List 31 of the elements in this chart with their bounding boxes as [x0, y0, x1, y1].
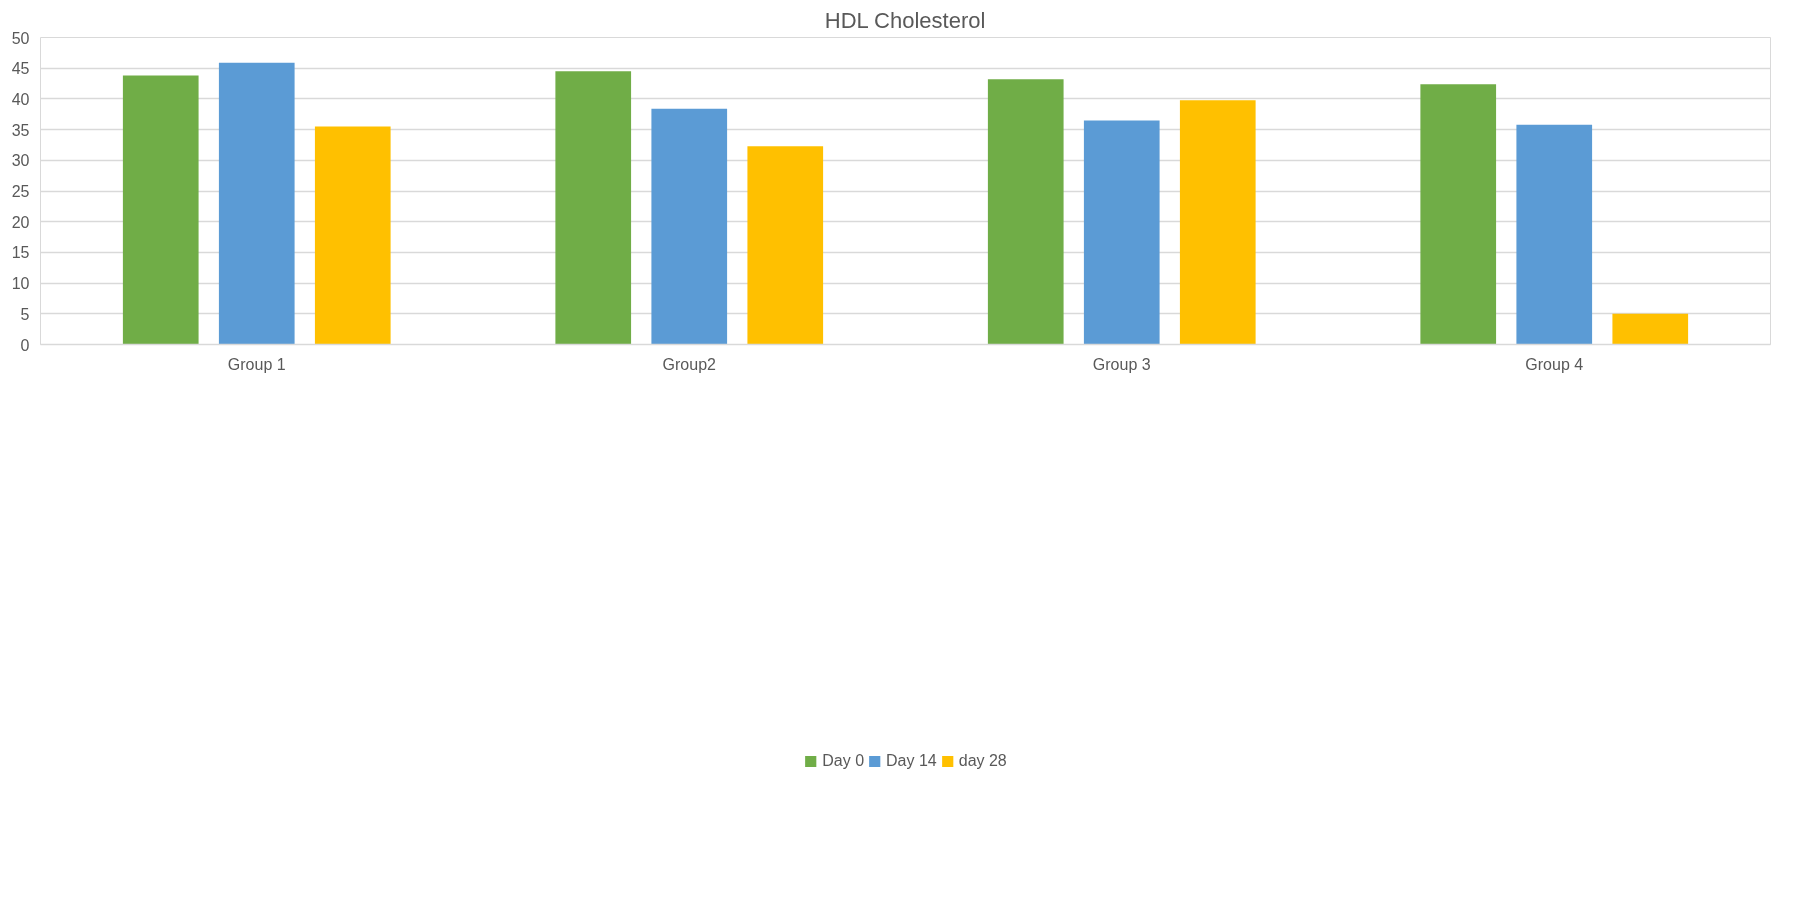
- legend-label: day 28: [958, 751, 1007, 770]
- y-tick-label: 0: [20, 336, 30, 354]
- legend-label: Day 0: [822, 751, 865, 770]
- y-tick-label: 35: [11, 121, 30, 139]
- y-tick-label: 5: [20, 305, 30, 323]
- bar: [122, 75, 199, 345]
- x-tick-label: Group 4: [1525, 355, 1584, 373]
- bar: [1612, 313, 1689, 345]
- bar: [1516, 124, 1593, 345]
- y-tick-label: 15: [11, 244, 30, 262]
- legend-label: Day 14: [886, 751, 937, 770]
- bar: [1420, 84, 1497, 345]
- x-tick-label: Group 3: [1092, 355, 1151, 373]
- bar: [1179, 100, 1256, 345]
- bar: [987, 79, 1064, 345]
- bar: [1083, 120, 1160, 345]
- bar: [314, 126, 391, 345]
- y-tick-label: 25: [11, 183, 30, 200]
- y-tick-label: 40: [11, 90, 30, 108]
- chart-title: HDL Cholesterol: [824, 7, 986, 33]
- y-tick-label: 10: [11, 275, 30, 293]
- y-tick-label: 30: [11, 152, 30, 170]
- x-tick-label: Group2: [662, 355, 717, 373]
- bar: [651, 108, 728, 345]
- y-tick-label: 50: [11, 29, 30, 47]
- x-tick-label: Group 1: [227, 355, 286, 373]
- bar: [218, 62, 295, 345]
- bar: [555, 71, 632, 345]
- y-tick-label: 45: [11, 60, 30, 78]
- y-tick-label: 20: [11, 213, 30, 231]
- bar: [747, 146, 824, 345]
